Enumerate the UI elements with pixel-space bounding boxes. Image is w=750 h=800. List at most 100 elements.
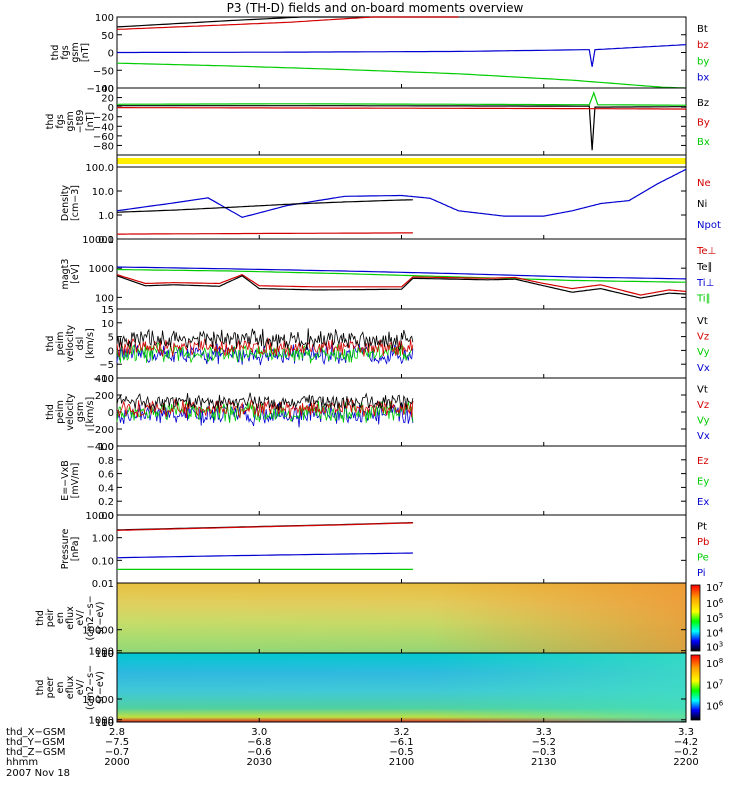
ytick-label-2: 0.6 — [98, 470, 114, 481]
series-0 — [116, 168, 687, 218]
ylabel: thd peim velocity gsm [km/s] — [45, 393, 96, 431]
legend-1: Vz — [697, 331, 709, 342]
flag-bar — [117, 158, 686, 164]
ytick-label-1: 0.8 — [98, 456, 114, 467]
ytick-label-0: 100 — [95, 13, 114, 24]
legend-2: Ex — [697, 497, 709, 508]
legend-0: Ne — [697, 178, 711, 189]
xaxis-value-3-4: 2200 — [673, 757, 698, 768]
panel-frame — [116, 514, 687, 584]
series-3 — [116, 328, 414, 351]
legend-3: Vx — [697, 431, 710, 442]
colorbar-label-4: 103 — [706, 640, 723, 653]
ylabel-line-2: velocity — [65, 393, 76, 431]
xaxis-value-2-4: −0.2 — [674, 747, 698, 758]
legend-1: Ni — [697, 199, 707, 210]
ylabel-line-3: gsm — [75, 402, 86, 422]
legend-2: Ti⊥ — [696, 278, 714, 289]
ylabel-line-1: fgs — [60, 45, 71, 59]
series-0 — [116, 90, 686, 106]
ylabel: thd fgs gsm [nT] — [50, 42, 91, 62]
xaxis-value-0-2: 3.2 — [394, 727, 410, 738]
ylabel-line-2: en — [55, 682, 66, 694]
panel-frame — [116, 445, 687, 516]
xaxis-value-0-0: 2.8 — [109, 727, 125, 738]
ytick-label-1: 1000 — [89, 264, 114, 275]
ylabel-line-0: thd — [45, 404, 56, 420]
series-1 — [116, 268, 686, 283]
xaxis-row-label-2: thd_Z−GSM — [6, 747, 66, 758]
legend-1: Ey — [697, 477, 709, 488]
ylabel-line-6: sr−eV) — [95, 671, 106, 704]
ylabel-line-2: gsm — [70, 42, 81, 62]
legend-0: Ez — [697, 456, 709, 467]
colorbar-label-0: 108 — [706, 657, 723, 670]
ytick-label-1: 50 — [101, 31, 114, 42]
series-3 — [116, 275, 687, 299]
ylabel-line-4: [km/s] — [85, 328, 96, 358]
panel-frame — [116, 87, 687, 156]
ylabel-line-0: thd — [35, 610, 46, 626]
ylabel-line-1: [eV] — [70, 264, 81, 284]
ytick-label-2: 100 — [95, 718, 114, 729]
legend-1: By — [697, 117, 710, 128]
xaxis-value-0-3: 3.3 — [536, 727, 552, 738]
xaxis-value-0-4: 3.3 — [678, 727, 694, 738]
ytick-label-2: 1.0 — [98, 211, 114, 222]
ylabel-line-3: eflux — [65, 675, 76, 699]
ylabel-line-0: E=−VxB — [60, 460, 71, 501]
legend-1: Vz — [697, 400, 709, 411]
series-2 — [116, 337, 414, 358]
date-label: 2007 Nov 18 — [6, 768, 70, 779]
ytick-label-3: −200 — [87, 425, 114, 436]
xaxis-row-label-3: hhmm — [6, 757, 38, 768]
ytick-label-0: 15 — [101, 305, 114, 316]
ylabel: E=−VxB [mV/m] — [60, 460, 81, 501]
ytick-label-4: −400 — [87, 442, 114, 453]
ytick-label-5: 0.0 — [98, 511, 114, 522]
ytick-label-1: 20 — [101, 94, 114, 105]
xaxis-value-3-3: 2130 — [531, 757, 556, 768]
ytick-label-2: 0 — [108, 408, 114, 419]
ylabel-line-5: (cm2−s− — [85, 595, 96, 640]
ytick-label-5: −10 — [93, 374, 114, 385]
ytick-label-1: 1000 — [89, 716, 114, 727]
page-title: P3 (TH-D) fields and on-board moments ov… — [226, 1, 524, 15]
legend-2: Bx — [697, 137, 710, 148]
ytick-label-2: 100 — [95, 293, 114, 304]
ylabel-line-0: thd — [45, 114, 56, 130]
ytick-label-1: 200 — [95, 391, 114, 402]
ytick-label-2: 0 — [108, 49, 114, 60]
series-1 — [116, 16, 459, 30]
ylabel-line-1: [nPa] — [70, 537, 81, 562]
ytick-label-3: 10 — [101, 718, 114, 729]
colorbar-label-1: 106 — [706, 597, 724, 610]
xaxis-value-3-2: 2100 — [389, 757, 414, 768]
ylabel-line-1: peer — [45, 677, 56, 699]
series-3 — [117, 44, 687, 67]
xaxis-value-3-1: 2030 — [247, 757, 272, 768]
ytick-label-4: −100 — [87, 84, 114, 95]
legend-2: by — [697, 56, 709, 67]
ytick-label-6: −80 — [93, 141, 114, 152]
ytick-label-0: 10.00 — [85, 511, 114, 522]
panel-6: 400 200 0 −200 −400 thd peim velocity gsm [km/s] V… — [45, 374, 710, 453]
series-2 — [116, 274, 686, 296]
colorbar-label-0: 107 — [706, 581, 723, 594]
xaxis-value-0-1: 3.0 — [251, 727, 267, 738]
ylabel-line-1: [cm−3] — [70, 185, 81, 221]
spectrogram-tint — [117, 653, 686, 722]
legend-0: Vt — [697, 385, 708, 396]
ylabel-line-0: magt3 — [60, 259, 71, 290]
ylabel-line-4: [nT] — [85, 112, 96, 131]
ylabel: Density [cm−3] — [60, 185, 81, 221]
ylabel-line-2: gsm — [65, 111, 76, 131]
ylabel: thd peer en eflux eV/(cm2−s− sr−eV) — [35, 665, 106, 710]
series-1 — [117, 105, 686, 151]
panel-7: 1.0 0.8 0.6 0.4 0.2 0.0 E=−VxB [mV/m] Ez Ey Ex — [60, 442, 709, 522]
legend-3: Pi — [697, 568, 706, 579]
xaxis-value-2-1: −0.6 — [247, 747, 271, 758]
xaxis-value-2-0: −0.7 — [105, 747, 129, 758]
